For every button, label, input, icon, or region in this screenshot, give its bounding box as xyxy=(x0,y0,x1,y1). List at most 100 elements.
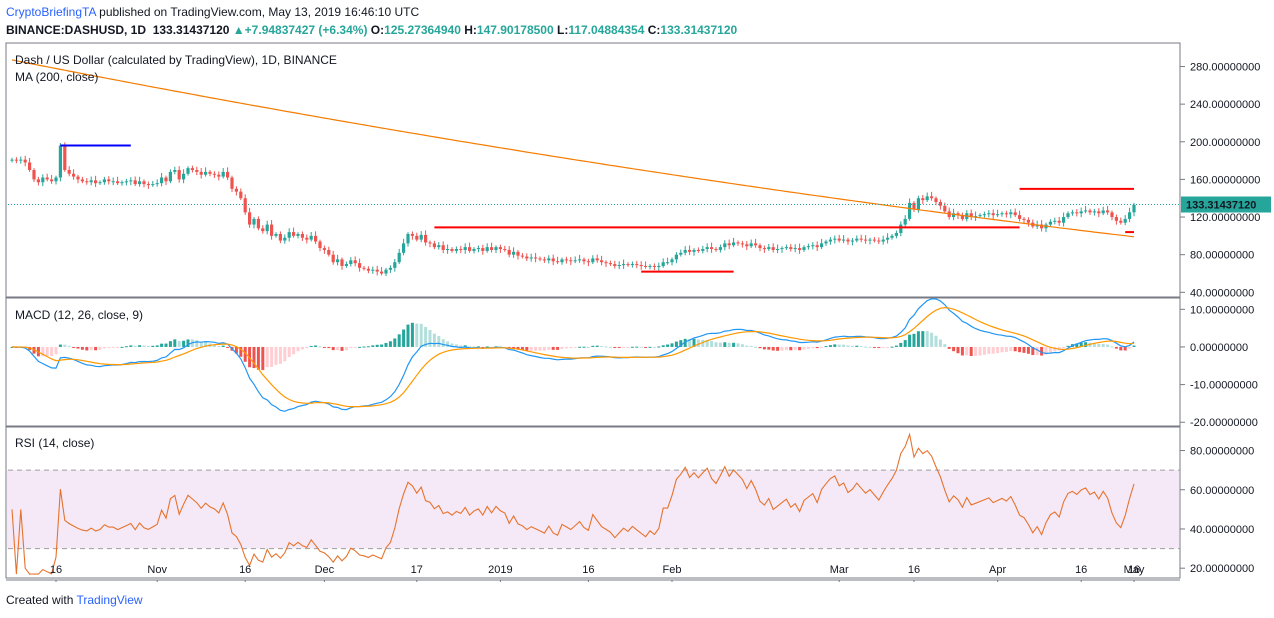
macd-histogram-bar xyxy=(661,345,665,347)
candle-body xyxy=(758,245,762,249)
candle-body xyxy=(591,258,595,263)
macd-histogram-bar xyxy=(1079,342,1083,347)
author-link[interactable]: CryptoBriefingTA xyxy=(6,5,96,19)
macd-histogram-bar xyxy=(1075,343,1079,347)
footer: Created with TradingView xyxy=(6,592,143,608)
candle-body xyxy=(547,258,551,261)
macd-histogram-bar xyxy=(45,346,49,357)
macd-histogram-bar xyxy=(855,345,859,347)
open-label: O: xyxy=(370,23,385,37)
y-tick-label: 200.00000000 xyxy=(1190,137,1260,149)
macd-histogram-bar xyxy=(428,329,432,347)
macd-histogram-bar xyxy=(388,341,392,347)
macd-histogram-bar xyxy=(982,346,986,355)
macd-histogram-bar xyxy=(402,329,406,347)
candle-body xyxy=(89,180,93,183)
candle-body xyxy=(692,249,696,252)
candle-body xyxy=(199,171,203,175)
macd-histogram-bar xyxy=(322,346,326,348)
macd-pane-title: MACD (12, 26, close, 9) xyxy=(15,308,143,322)
chart-area[interactable]: 280.00000000240.00000000200.00000000160.… xyxy=(0,40,1274,582)
macd-histogram-bar xyxy=(864,346,868,348)
candle-body xyxy=(657,265,661,267)
close-label: C: xyxy=(647,23,661,37)
candle-body xyxy=(446,249,450,251)
macd-histogram-bar xyxy=(173,339,177,347)
macd-histogram-bar xyxy=(705,340,709,347)
macd-histogram-bar xyxy=(129,345,133,347)
macd-histogram-bar xyxy=(384,342,388,347)
candle-body xyxy=(921,198,925,201)
macd-histogram-bar xyxy=(916,331,920,347)
candle-body xyxy=(630,264,634,266)
macd-histogram-bar xyxy=(644,346,648,348)
publish-info: CryptoBriefingTA published on TradingVie… xyxy=(6,4,419,20)
macd-histogram-bar xyxy=(525,346,529,351)
candle-body xyxy=(177,170,181,180)
candle-body xyxy=(432,243,436,248)
candle-body xyxy=(582,259,586,262)
macd-histogram-bar xyxy=(899,342,903,347)
macd-histogram-bar xyxy=(362,346,366,348)
candle-body xyxy=(1009,212,1013,215)
macd-histogram-bar xyxy=(758,346,762,349)
macd-histogram-bar xyxy=(1066,345,1070,347)
x-tick-label: 17 xyxy=(411,564,423,576)
macd-histogram-bar xyxy=(393,338,397,347)
candle-body xyxy=(877,240,881,242)
up-arrow-icon: ▲ xyxy=(232,23,245,37)
macd-histogram-bar xyxy=(1092,342,1096,347)
candle-body xyxy=(842,239,846,241)
candle-body xyxy=(890,235,894,238)
rsi-y-tick-label: 60.00000000 xyxy=(1190,485,1254,497)
candle-body xyxy=(164,177,168,182)
candle-body xyxy=(899,224,903,234)
candle-body xyxy=(76,176,80,180)
candle-body xyxy=(573,260,577,262)
macd-histogram-bar xyxy=(960,346,964,356)
candle-body xyxy=(274,233,278,236)
macd-histogram-bar xyxy=(991,346,995,354)
macd-histogram-bar xyxy=(234,346,238,354)
macd-histogram-bar xyxy=(261,346,265,371)
macd-histogram-bar xyxy=(740,344,744,347)
candle-body xyxy=(14,159,18,161)
candle-body xyxy=(186,168,190,174)
candle-body xyxy=(604,262,608,264)
pane-border xyxy=(5,426,1181,579)
y-tick-label: 280.00000000 xyxy=(1190,62,1260,74)
macd-histogram-bar xyxy=(683,338,687,347)
macd-histogram-bar xyxy=(151,345,155,347)
macd-histogram-bar xyxy=(138,345,142,347)
macd-histogram-bar xyxy=(454,344,458,347)
candle-body xyxy=(1132,204,1136,213)
macd-histogram-bar xyxy=(340,346,344,351)
candle-body xyxy=(1053,220,1057,222)
tradingview-logo[interactable]: TradingView xyxy=(76,593,143,607)
macd-histogram-bar xyxy=(573,346,577,348)
candle-body xyxy=(283,237,287,241)
signal-line xyxy=(11,306,1135,408)
macd-histogram-bar xyxy=(182,340,186,347)
macd-histogram-bar xyxy=(943,344,947,347)
candle-body xyxy=(727,243,731,246)
candle-body xyxy=(19,159,23,161)
macd-histogram-bar xyxy=(1013,346,1017,352)
candle-body xyxy=(252,218,256,225)
macd-histogram-bar xyxy=(1031,346,1035,356)
candle-body xyxy=(36,179,40,183)
macd-histogram-bar xyxy=(710,341,714,347)
candle-body xyxy=(300,233,304,238)
macd-histogram-bar xyxy=(749,345,753,347)
candle-body xyxy=(846,239,850,242)
macd-histogram-bar xyxy=(160,343,164,347)
macd-histogram-bar xyxy=(613,346,617,348)
macd-histogram-bar xyxy=(85,346,89,351)
macd-histogram-bar xyxy=(578,346,582,348)
macd-histogram-bar xyxy=(76,346,80,349)
ma-indicator-label: MA (200, close) xyxy=(15,70,98,84)
macd-histogram-bar xyxy=(512,346,516,349)
x-tick-label: Feb xyxy=(663,564,682,576)
candle-body xyxy=(142,181,146,185)
candle-body xyxy=(855,238,859,241)
